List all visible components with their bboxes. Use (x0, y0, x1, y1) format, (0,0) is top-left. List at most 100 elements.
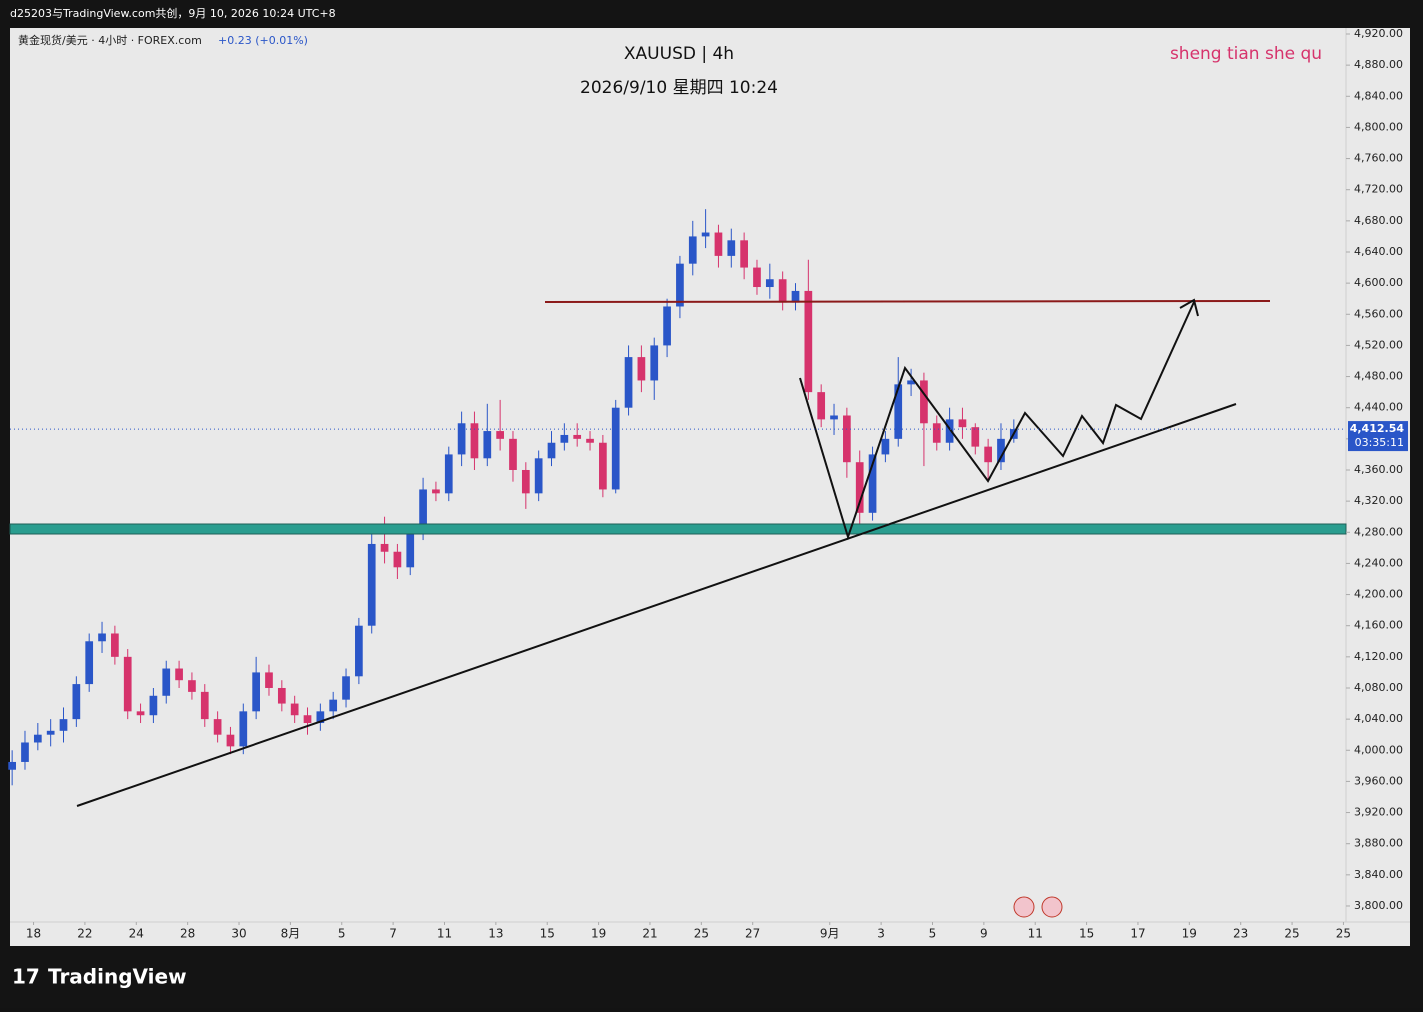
x-tick-label: 8月 (281, 927, 301, 941)
candle-body (265, 672, 273, 688)
projection-path (799, 301, 1195, 541)
y-tick-label: 4,720.00 (1354, 183, 1403, 196)
candle-body (843, 415, 851, 463)
candle-body (162, 668, 171, 696)
header-text: d25203与TradingView.com共创，9月 10, 2026 10:… (10, 7, 336, 20)
candle-body (624, 357, 633, 408)
candle-body (367, 543, 376, 626)
candle-body (881, 438, 890, 455)
candle-body (958, 419, 967, 428)
y-tick-label: 4,240.00 (1354, 556, 1403, 569)
candle-body (111, 633, 119, 657)
candle-body (663, 306, 671, 346)
candle-body (213, 719, 222, 735)
candle-body (791, 290, 800, 303)
candle-body (457, 423, 466, 455)
x-tick-label: 22 (77, 927, 92, 941)
candle-body (894, 384, 903, 439)
candle-body (907, 380, 915, 385)
y-tick-label: 3,800.00 (1354, 899, 1403, 912)
candle-body (637, 357, 646, 381)
annotation: sheng tian she qu (1170, 44, 1322, 64)
countdown: 03:35:11 (1355, 436, 1404, 449)
drawings (9, 298, 1347, 918)
logo[interactable]: TradingView (48, 965, 187, 989)
candle-body (470, 423, 479, 459)
candle-body (778, 279, 787, 303)
candle-body (406, 532, 415, 568)
legend-change: +0.23 (+0.01%) (218, 34, 308, 47)
x-tick-label: 28 (180, 927, 195, 941)
candle-body (560, 434, 569, 443)
y-tick-label: 3,840.00 (1354, 868, 1403, 881)
y-tick-label: 4,840.00 (1354, 89, 1403, 102)
candle-body (85, 641, 94, 685)
candle-body (971, 427, 980, 447)
candle-body (303, 715, 312, 724)
x-tick-label: 9 (980, 927, 988, 941)
x-tick-label: 5 (338, 927, 346, 941)
x-tick-label: 3 (877, 927, 885, 941)
y-tick-label: 4,800.00 (1354, 120, 1403, 133)
y-tick-label: 4,480.00 (1354, 370, 1403, 383)
candle-body (98, 633, 106, 642)
candle-body (329, 699, 338, 712)
candle-body (701, 232, 710, 237)
y-tick-label: 4,640.00 (1354, 245, 1403, 258)
y-tick-label: 4,440.00 (1354, 401, 1403, 414)
candle-body (740, 240, 748, 268)
y-tick-label: 4,000.00 (1354, 743, 1403, 756)
x-tick-label: 18 (26, 927, 41, 941)
y-tick-label: 4,280.00 (1354, 525, 1403, 538)
candle-body (444, 454, 453, 494)
chart-title: XAUUSD | 4h (624, 44, 734, 64)
candle-body (521, 469, 530, 494)
y-tick-label: 4,920.00 (1354, 27, 1403, 40)
last-price-label: 4,412.54 (1350, 422, 1405, 435)
candle-body (830, 415, 838, 420)
candle-body (8, 761, 16, 770)
last-price-box (1348, 421, 1408, 452)
trend-line (76, 403, 1237, 807)
candle-body (496, 431, 504, 439)
x-tick-label: 11 (437, 927, 452, 941)
candle-body (46, 730, 55, 735)
candle-body (393, 551, 402, 568)
candle-body (573, 434, 582, 439)
candle-body (355, 625, 363, 677)
candle-body (252, 672, 260, 712)
logo-mark[interactable]: 17 (12, 965, 40, 989)
y-tick-label: 4,680.00 (1354, 214, 1403, 227)
candle-body (149, 695, 158, 716)
candle-body (59, 719, 68, 731)
legend-symbol: 黄金现货/美元 · 4小时 · FOREX.com (18, 33, 202, 47)
y-tick-label: 4,200.00 (1354, 588, 1403, 601)
y-tick-label: 4,560.00 (1354, 307, 1403, 320)
candle-body (599, 442, 607, 490)
x-tick-label: 5 (929, 927, 937, 941)
y-tick-label: 4,320.00 (1354, 494, 1403, 507)
candle-body (33, 734, 42, 743)
candle-body (753, 267, 761, 288)
candle-body (920, 380, 928, 424)
arrow-head (1179, 298, 1199, 317)
candle-body (945, 419, 954, 443)
candle-body (817, 392, 826, 420)
y-tick-label: 3,920.00 (1354, 806, 1403, 819)
candle-body (123, 656, 132, 712)
x-tick-label: 17 (1130, 927, 1145, 941)
event-icon[interactable] (1013, 896, 1035, 918)
candle-body (534, 458, 543, 494)
candle-body (714, 232, 723, 256)
candle-body (72, 684, 81, 720)
candle-body (855, 462, 864, 513)
event-icon[interactable] (1041, 896, 1063, 918)
x-tick-label: 15 (1079, 927, 1094, 941)
y-tick-label: 3,960.00 (1354, 774, 1403, 787)
x-tick-label: 24 (129, 927, 144, 941)
candle-body (997, 438, 1005, 463)
candle-body (277, 687, 286, 704)
resistance-line (544, 300, 1271, 303)
candle-body (650, 345, 659, 381)
